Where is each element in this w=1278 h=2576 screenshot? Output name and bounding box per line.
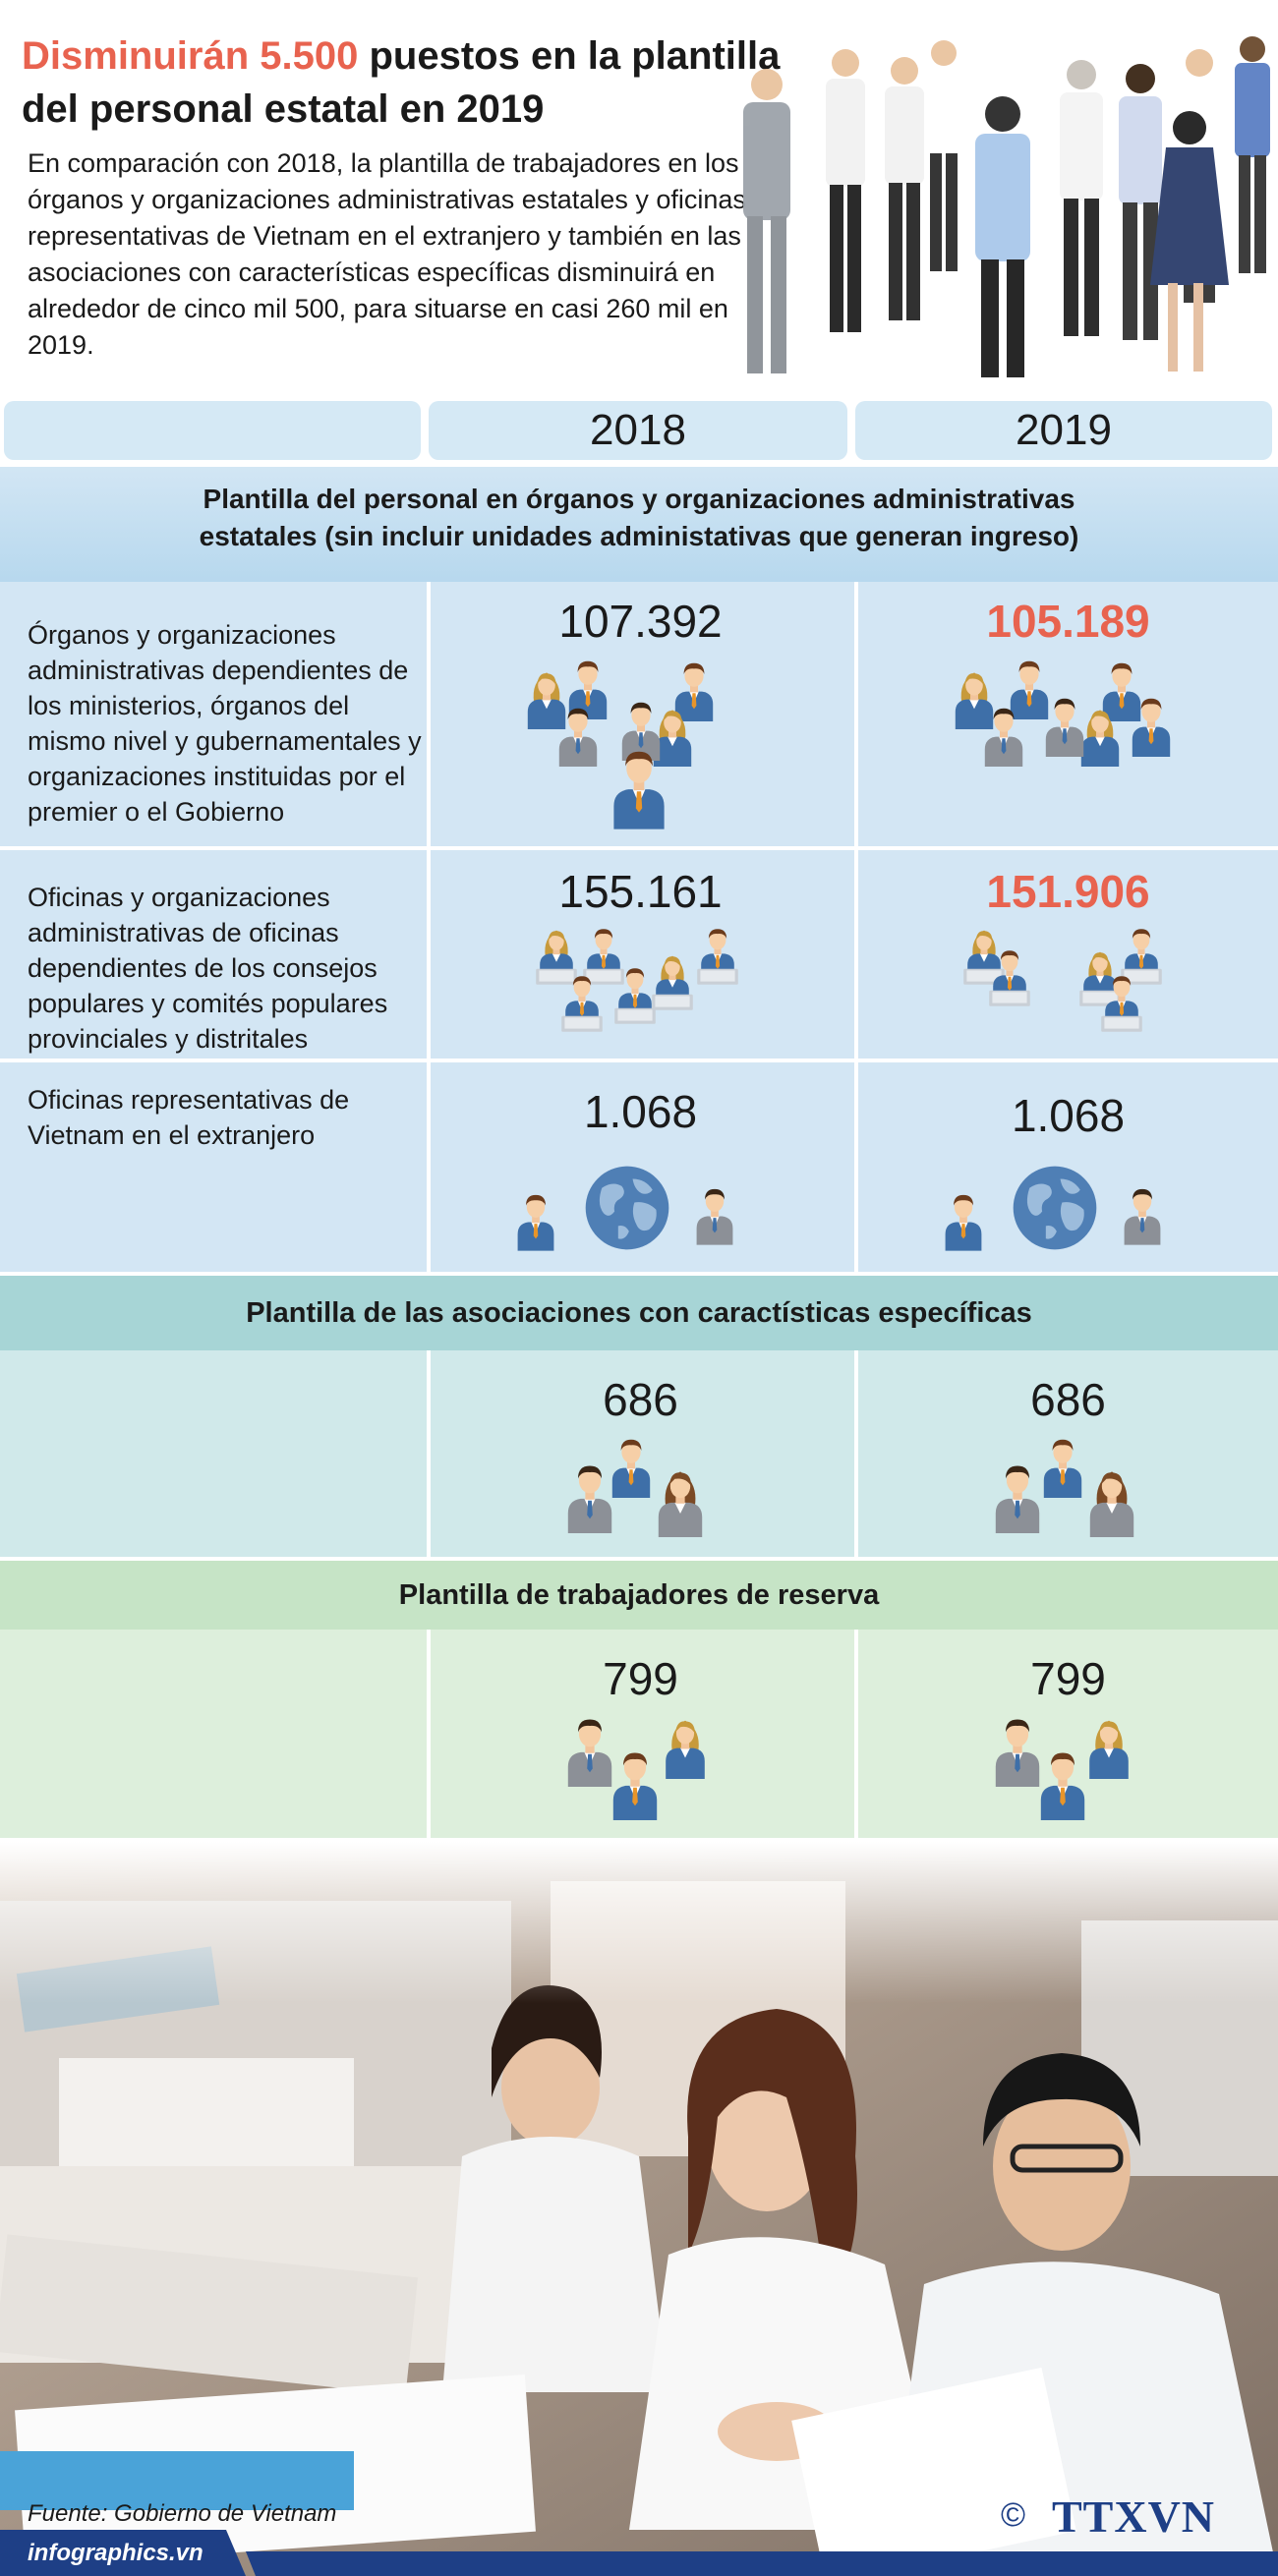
header: Disminuirán 5.500 puestos en la plantill… [0, 0, 1278, 393]
site-link[interactable]: infographics.vn [28, 2540, 203, 2566]
section3-heading: Plantilla de trabajadores de reserva [398, 1579, 880, 1611]
globe-icon [858, 1157, 1278, 1255]
title-rest: puestos en la plantilla [358, 34, 781, 78]
table-row: Oficinas y organizaciones administrativa… [0, 850, 1278, 1059]
source-note: Fuente: Gobierno de Vietnam [28, 2500, 337, 2527]
value-2018: 686 [603, 1374, 678, 1425]
page-title: Disminuirán 5.500 puestos en la plantill… [22, 29, 828, 136]
people-group-icon [858, 657, 1278, 774]
value-2018: 1.068 [583, 1086, 698, 1137]
title-line2: del personal estatal en 2019 [22, 87, 545, 131]
section3-heading-band: Plantilla de trabajadores de reserva [0, 1561, 1278, 1630]
office-workers-photo [0, 1842, 1278, 2576]
year-2018-label: 2018 [590, 406, 686, 454]
business-people-photo [743, 36, 1270, 377]
people-group-icon [431, 657, 850, 833]
value-2019: 1.068 [1011, 1090, 1126, 1141]
globe-icon [431, 1157, 850, 1255]
intro-paragraph: En comparación con 2018, la plantilla de… [28, 148, 746, 360]
office-workers-icon [431, 925, 850, 1043]
year-header-empty [4, 401, 421, 460]
table-row: Órganos y organizaciones administrativas… [0, 582, 1278, 846]
year-2019-header: 2019 [855, 401, 1272, 460]
row-label: Oficinas y organizaciones administrativa… [28, 883, 388, 1054]
copyright-symbol: © [1001, 2496, 1026, 2534]
value-2018: 107.392 [558, 596, 723, 647]
section1-heading: Plantilla del personal en órganos y orga… [0, 467, 1278, 555]
year-header-row: 2018 2019 [0, 399, 1278, 462]
section1-heading-band: Plantilla del personal en órganos y orga… [0, 467, 1278, 582]
value-2019: 799 [1030, 1653, 1106, 1704]
year-2018-header: 2018 [429, 401, 847, 460]
people-group-icon [858, 1435, 1278, 1543]
people-group-icon [431, 1714, 850, 1832]
value-2018: 799 [603, 1653, 678, 1704]
section1-heading-line2: estatales (sin incluir unidades administ… [199, 521, 1079, 551]
value-2018: 155.161 [558, 866, 723, 917]
people-group-icon [431, 1435, 850, 1543]
table-row: Oficinas representativas de Vietnam en e… [0, 1062, 1278, 1272]
section2-heading: Plantilla de las asociaciones con caract… [246, 1297, 1032, 1329]
title-highlight: Disminuirán 5.500 [22, 34, 359, 78]
value-2019: 686 [1030, 1374, 1106, 1425]
table-row: 799 799 [0, 1630, 1278, 1838]
table-row: 686 686 [0, 1350, 1278, 1557]
row-label: Órganos y organizaciones administrativas… [28, 620, 422, 827]
year-2019-label: 2019 [1016, 406, 1112, 454]
section2-heading-band: Plantilla de las asociaciones con caract… [0, 1276, 1278, 1350]
office-workers-icon [858, 925, 1278, 1043]
row-label: Oficinas representativas de Vietnam en e… [28, 1085, 350, 1150]
people-group-icon [858, 1714, 1278, 1832]
ttxvn-logo: TTXVN [1052, 2491, 1216, 2542]
section1-heading-line1: Plantilla del personal en órganos y orga… [203, 484, 1075, 514]
value-2019: 151.906 [986, 866, 1150, 917]
value-2019: 105.189 [986, 596, 1150, 647]
